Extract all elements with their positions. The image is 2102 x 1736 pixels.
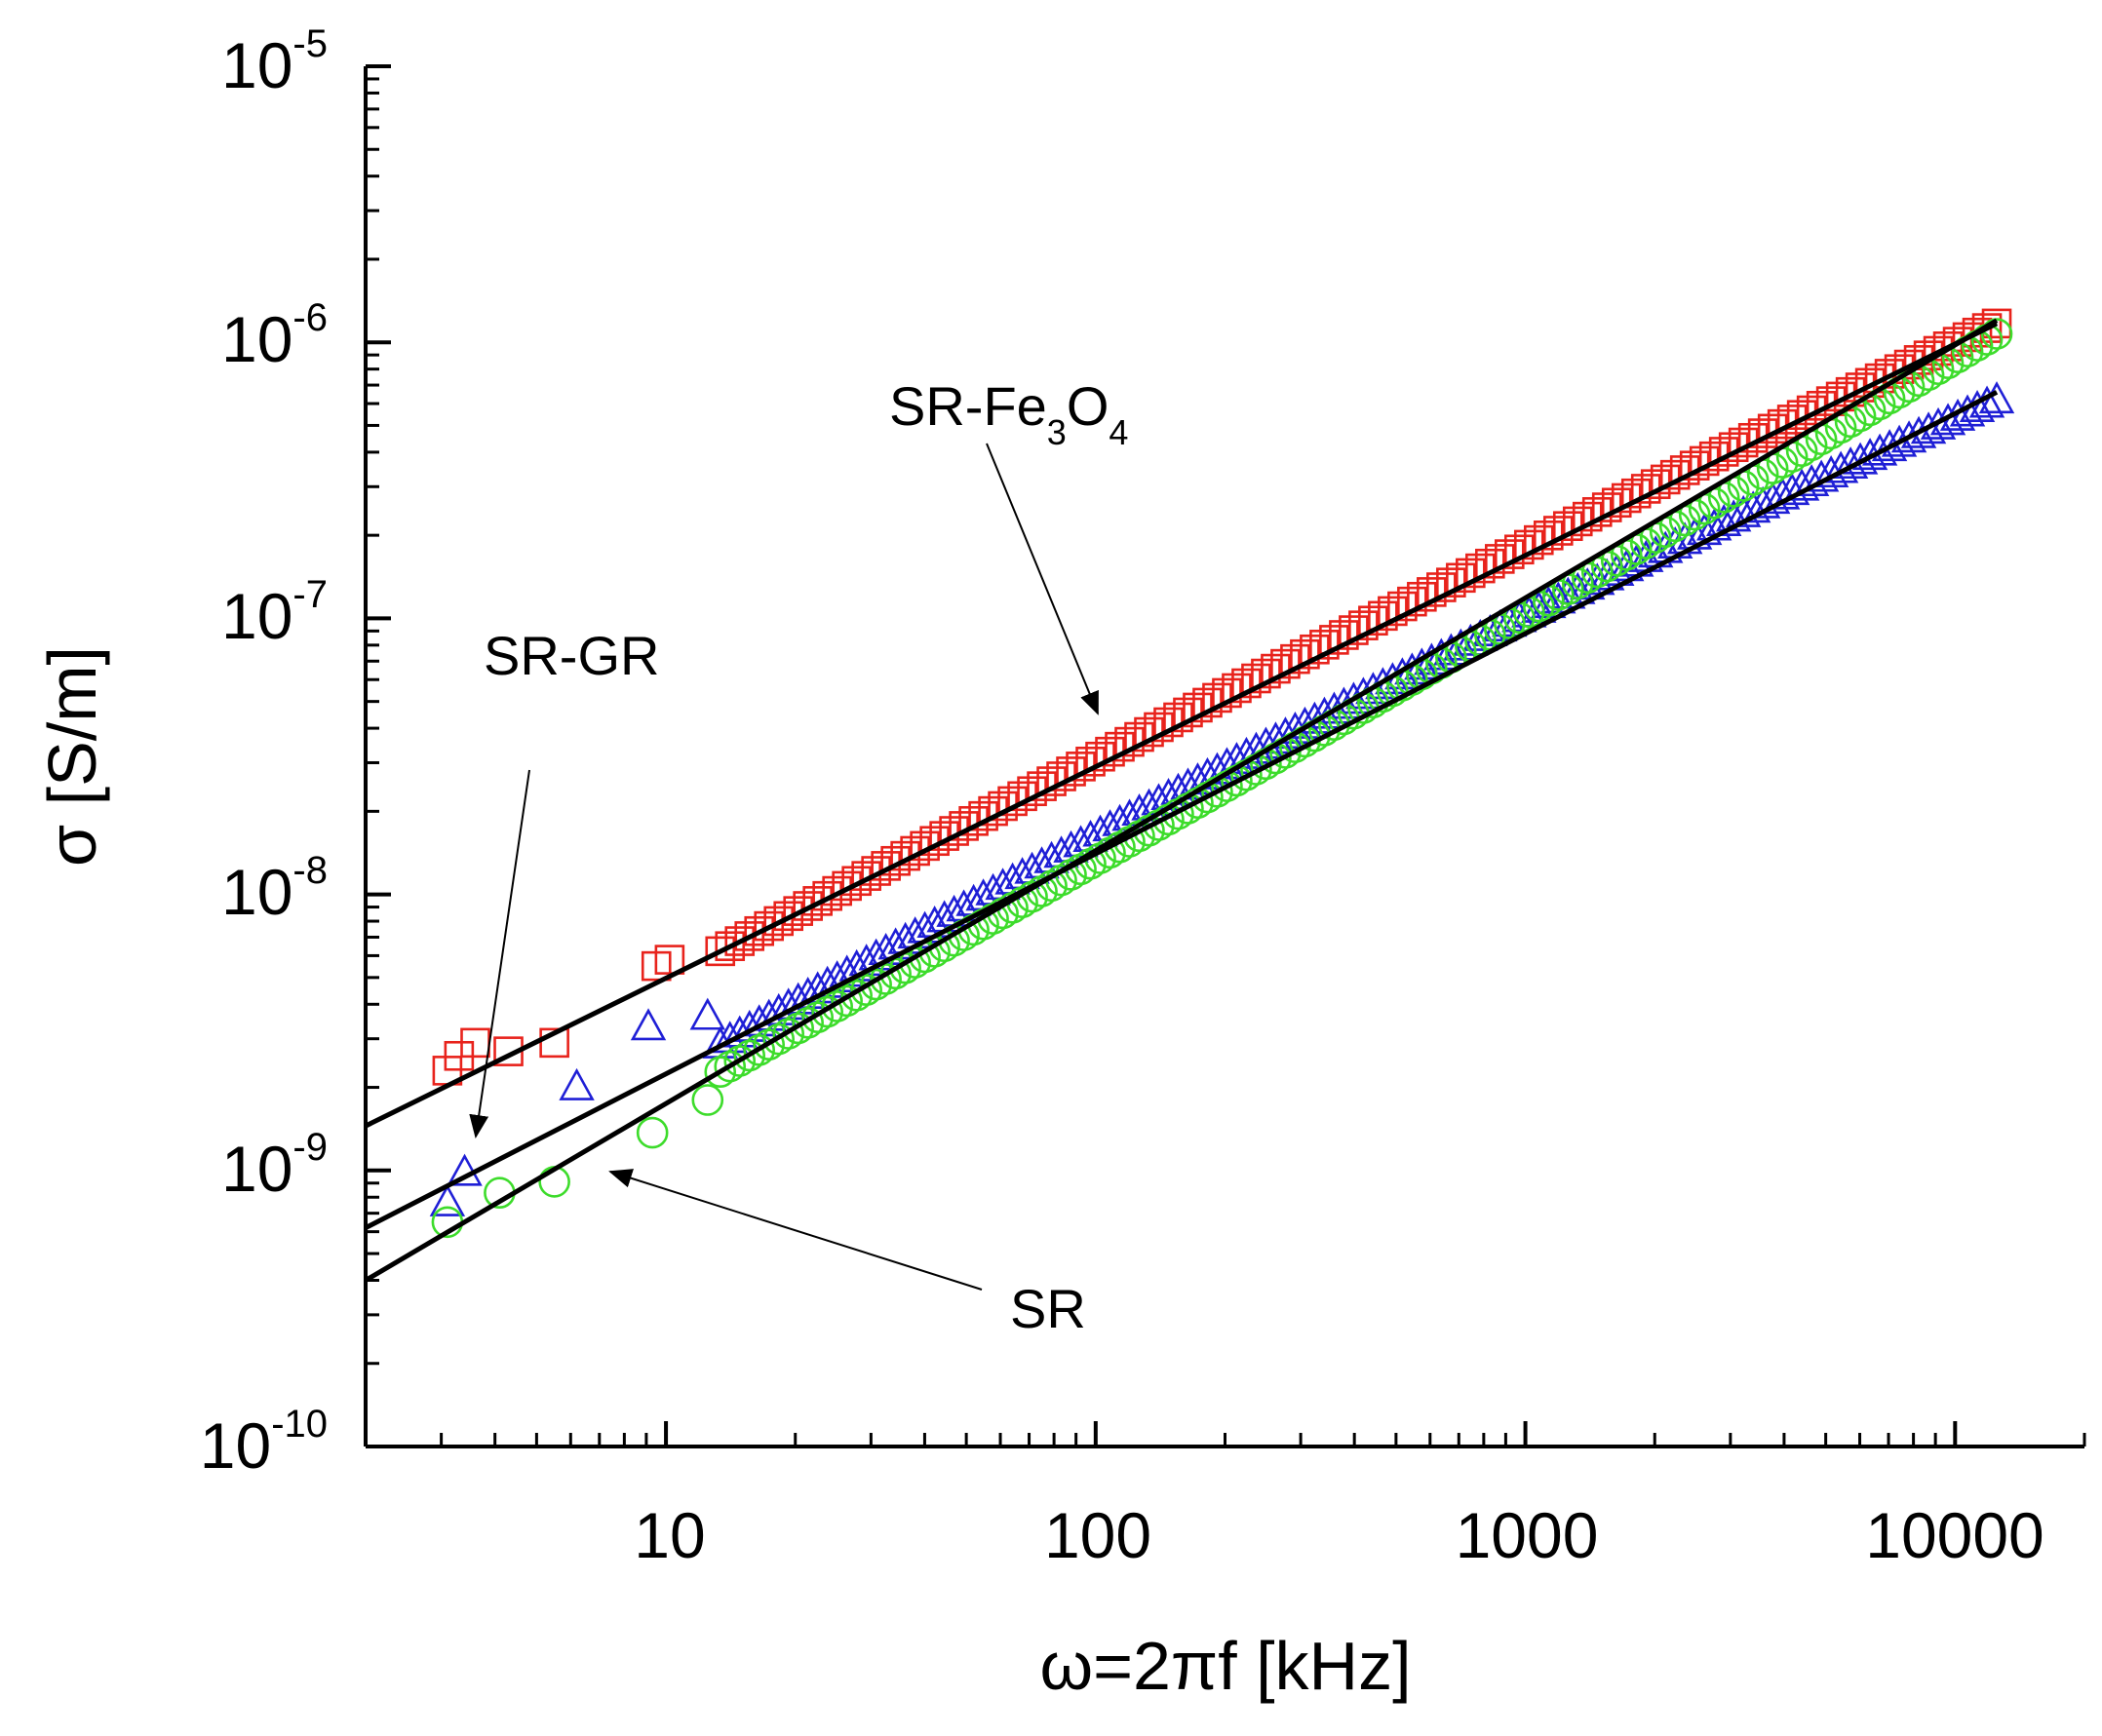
x-tick-label: 100 — [1044, 1499, 1151, 1571]
data-point-circle — [1143, 809, 1175, 841]
data-point-triangle — [559, 1067, 595, 1100]
annotation-sr-fe3o4: SR-Fe3O4 — [889, 375, 1128, 452]
data-point-square — [1339, 615, 1369, 645]
data-point-square — [539, 1027, 569, 1059]
data-point-square — [812, 880, 842, 911]
data-point-square — [705, 936, 736, 967]
data-point-square — [754, 910, 785, 942]
data-point-square — [1397, 586, 1427, 617]
data-point-triangle — [429, 1183, 466, 1216]
data-point-square — [1962, 317, 1993, 348]
data-point-square — [773, 901, 804, 932]
data-point-square — [1319, 625, 1349, 655]
x-tick-label: 1000 — [1456, 1499, 1599, 1571]
y-tick-label: 10-5 — [221, 22, 328, 101]
data-point-square — [1426, 572, 1457, 602]
data-point-triangle — [1336, 681, 1372, 714]
y-tick-label: 10-8 — [221, 849, 328, 928]
data-point-square — [1270, 648, 1301, 679]
data-point-square — [763, 906, 795, 937]
data-point-square — [734, 921, 765, 951]
data-point-square — [654, 945, 685, 975]
data-point-square — [1981, 308, 2012, 339]
fit-line-sr-fe3o4 — [364, 321, 1999, 1129]
data-point-square — [1251, 658, 1281, 689]
fit-lines — [364, 318, 1999, 1283]
data-point-circle — [1152, 803, 1185, 836]
data-point-square — [1290, 638, 1320, 670]
data-point-square — [822, 875, 852, 907]
y-axis-title: σ [S/m] — [34, 646, 110, 867]
x-ticks — [364, 1421, 2086, 1447]
annotation-arrow-sr — [608, 1169, 983, 1291]
annotation-sr-gr: SR-GR — [484, 625, 659, 686]
data-point-square — [1309, 630, 1340, 660]
data-point-triangle — [1219, 742, 1255, 775]
data-point-square — [783, 896, 813, 926]
data-point-square — [1280, 643, 1310, 675]
data-point-triangle — [1209, 747, 1245, 780]
data-point-square — [1358, 605, 1388, 637]
annotation-arrow-sr-gr — [469, 769, 530, 1138]
x-tick-label: 10 — [634, 1499, 705, 1571]
data-point-square — [1417, 577, 1447, 607]
data-point-square — [832, 870, 862, 902]
data-point-square — [841, 866, 872, 897]
data-point-square — [724, 926, 756, 956]
axes — [364, 66, 2084, 1448]
data-point-circle — [691, 1084, 724, 1116]
annotation-arrow-sr-fe3o4 — [986, 443, 1099, 715]
y-tick-label: 10-6 — [221, 296, 328, 375]
series-sr-fe3o4 — [432, 308, 2012, 1086]
annotations: SR-Fe3O4 SR-GR SR — [469, 375, 1128, 1339]
data-point-triangle — [1199, 752, 1235, 785]
y-tick-label: 10-9 — [221, 1126, 328, 1205]
data-point-square — [1368, 600, 1398, 632]
data-point-square — [1387, 591, 1418, 622]
fit-line-sr-gr — [364, 390, 1999, 1230]
fit-line-sr — [364, 318, 1999, 1283]
data-point-square — [1952, 322, 1983, 353]
data-point-triangle — [630, 1008, 667, 1041]
data-point-square — [1261, 653, 1291, 684]
data-point-triangle — [689, 997, 725, 1030]
data-point-square — [802, 886, 833, 916]
data-point-triangle — [1326, 686, 1362, 719]
x-tick-label: 10000 — [1865, 1499, 2044, 1571]
y-ticks — [366, 64, 391, 1448]
data-point-triangle — [1189, 756, 1226, 790]
data-point-square — [1300, 634, 1330, 665]
data-point-circle — [1980, 318, 2013, 350]
data-point-square — [861, 856, 891, 886]
data-point-square — [715, 931, 746, 961]
data-point-square — [1971, 313, 2003, 343]
data-point-square — [744, 915, 775, 946]
data-point-square — [1329, 620, 1359, 650]
data-point-square — [1407, 581, 1437, 612]
x-axis-title: ω=2πf [kHz] — [1039, 1628, 1411, 1704]
data-point-triangle — [1072, 819, 1109, 852]
annotation-sr: SR — [1010, 1278, 1086, 1339]
data-point-square — [793, 891, 823, 921]
y-tick-label: 10-7 — [221, 573, 328, 652]
x-tick-labels: 10 100 1000 10000 — [634, 1499, 2044, 1571]
data-point-square — [1348, 610, 1379, 640]
data-point-triangle — [1345, 676, 1382, 710]
data-point-square — [1815, 386, 1847, 416]
y-tick-label: 10-10 — [200, 1403, 328, 1482]
y-tick-labels: 10-10 10-9 10-8 10-7 10-6 10-5 — [200, 22, 328, 1482]
data-point-square — [1378, 596, 1408, 627]
data-point-square — [851, 861, 881, 891]
data-point-circle — [636, 1116, 669, 1149]
